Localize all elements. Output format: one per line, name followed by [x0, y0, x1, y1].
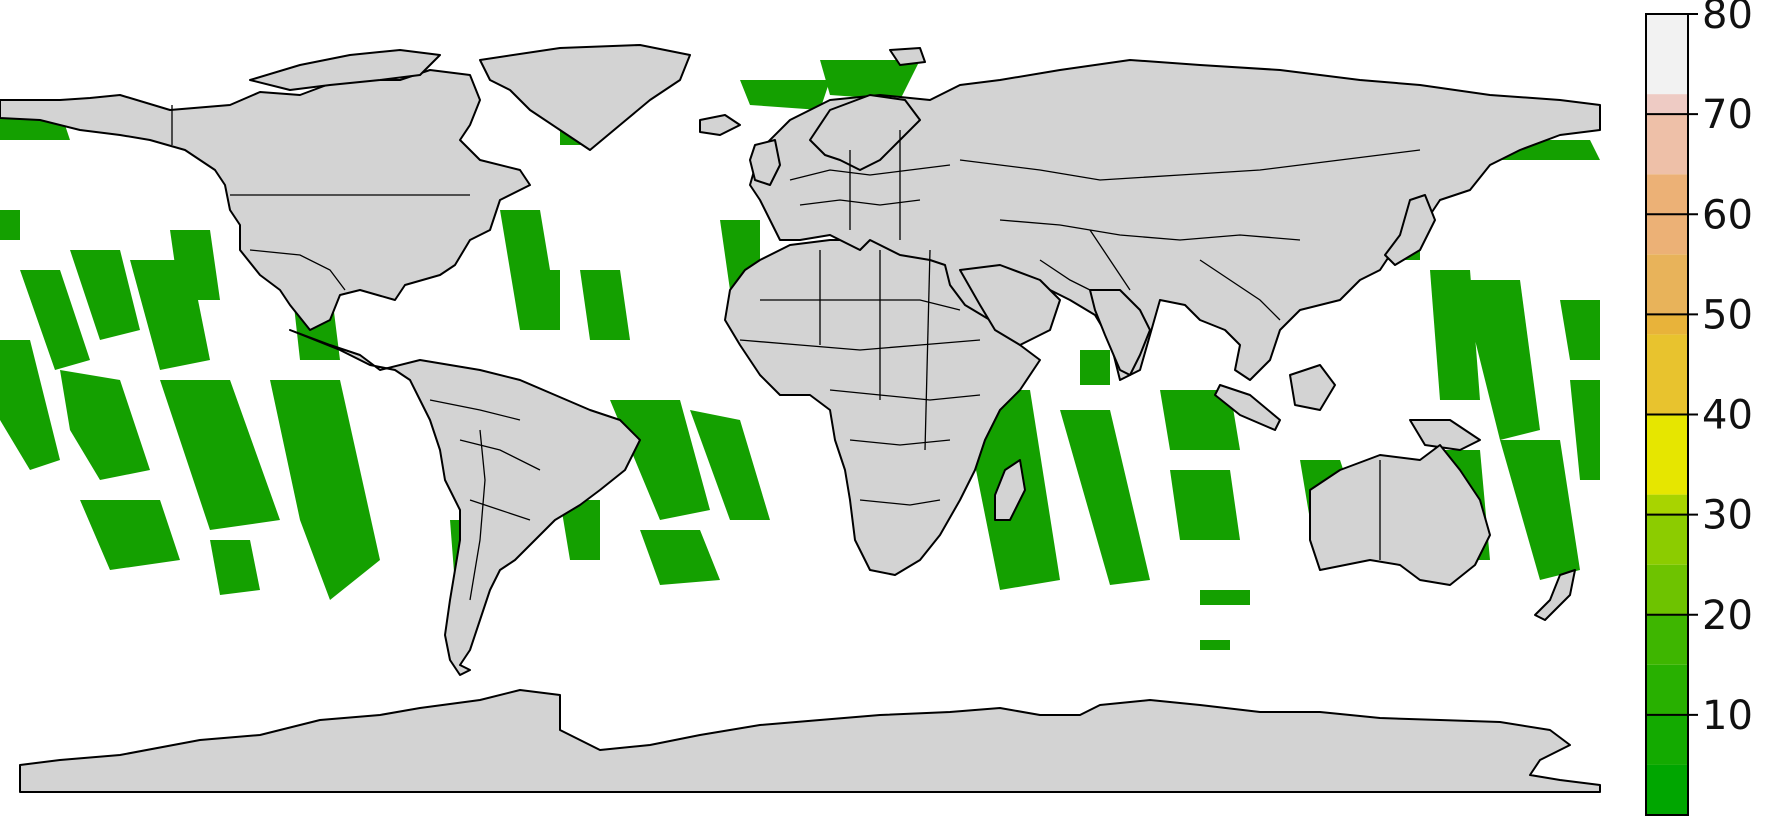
colorbar-bin — [1646, 764, 1688, 815]
landmass-south-america — [289, 329, 641, 676]
border-africa-3 — [829, 389, 981, 401]
landmass-new-guinea — [1409, 419, 1481, 451]
colorbar-tick-label: 70 — [1702, 92, 1753, 138]
data-swath — [1170, 470, 1240, 540]
data-swath — [1200, 640, 1230, 650]
colorbar-bin — [1646, 494, 1688, 515]
data-swath — [1570, 380, 1600, 480]
border-south-america-1 — [429, 399, 521, 421]
border-asia-3 — [1089, 229, 1131, 291]
data-swath — [80, 500, 180, 570]
colorbar-tick-label: 50 — [1702, 292, 1753, 338]
colorbar-tick-label: 60 — [1702, 192, 1753, 238]
border-africa-2 — [739, 339, 981, 351]
data-swath — [1060, 410, 1150, 585]
landmass-north-america — [0, 69, 531, 331]
data-swath — [0, 340, 60, 470]
border-africa-8 — [924, 249, 931, 451]
data-swath — [1500, 440, 1580, 580]
land-masses — [0, 44, 1601, 793]
border-africa-5 — [859, 499, 941, 506]
border-asia-5 — [1039, 259, 1091, 291]
border-africa-1 — [760, 299, 961, 311]
data-swath — [690, 410, 770, 520]
data-swath — [740, 80, 830, 110]
landmass-arabia — [959, 264, 1061, 346]
data-swath — [20, 270, 90, 370]
landmass-sumatra — [1214, 384, 1281, 431]
landmass-borneo — [1289, 364, 1336, 411]
colorbar-bin — [1646, 314, 1688, 335]
colorbar-bin — [1646, 414, 1688, 495]
colorbar-tick-label: 40 — [1702, 393, 1753, 439]
colorbar-bin — [1646, 94, 1688, 115]
data-swath — [1080, 350, 1110, 385]
data-swath — [580, 270, 630, 340]
colorbar-bin — [1646, 254, 1688, 315]
data-swath — [210, 540, 260, 595]
colorbar-tick-label: 20 — [1702, 593, 1753, 639]
border-europe-1 — [789, 164, 951, 181]
landmass-british-isles — [749, 139, 781, 186]
data-swath — [70, 250, 140, 340]
border-south-america-2 — [459, 439, 541, 471]
colorbar-tick-label: 80 — [1702, 0, 1753, 38]
landmass-iceland — [699, 114, 741, 136]
data-swath — [820, 60, 920, 100]
country-borders — [171, 105, 1421, 601]
colorbar-bin — [1646, 714, 1688, 765]
border-asia-4 — [1199, 259, 1281, 321]
data-swath — [170, 230, 220, 300]
colorbar: 10 20 30 40 50 60 70 80 — [1645, 0, 1753, 816]
data-swath — [1200, 590, 1250, 605]
landmass-antarctica — [19, 689, 1601, 793]
data-swath — [1460, 280, 1540, 440]
colorbar-bin — [1646, 564, 1688, 615]
border-asia-1 — [959, 149, 1421, 181]
data-swath — [640, 530, 720, 585]
landmass-arctic-islands — [249, 49, 441, 91]
data-swath — [0, 210, 20, 240]
border-africa-4 — [849, 439, 951, 446]
landmass-greenland — [479, 44, 691, 151]
colorbar-ticks: 10 20 30 40 50 60 70 80 — [1646, 0, 1753, 739]
landmass-svalbard — [889, 47, 926, 66]
data-swath — [560, 500, 600, 560]
colorbar-bins — [1646, 14, 1688, 815]
colorbar-bin — [1646, 614, 1688, 665]
data-swath — [270, 380, 380, 600]
landmass-new-zealand — [1534, 569, 1576, 621]
colorbar-bin — [1646, 14, 1688, 95]
landmass-japan — [1384, 194, 1436, 266]
colorbar-bin — [1646, 514, 1688, 565]
colorbar-bin — [1646, 664, 1688, 715]
colorbar-tick-label: 30 — [1702, 493, 1753, 539]
data-swath — [610, 400, 710, 520]
colorbar-bin — [1646, 334, 1688, 415]
data-swath — [1160, 390, 1240, 450]
border-south-america-3 — [469, 499, 531, 521]
colorbar-tick-label: 10 — [1702, 693, 1753, 739]
border-south-america-4 — [469, 429, 486, 601]
landmass-australia — [1309, 444, 1491, 586]
landmass-madagascar — [994, 459, 1026, 521]
border-asia-2 — [999, 219, 1301, 241]
landmass-india — [1089, 289, 1151, 376]
data-swath — [1560, 300, 1600, 360]
data-swath — [160, 380, 280, 530]
border-us-mexico — [249, 249, 346, 291]
data-swath — [520, 270, 560, 330]
data-swath — [60, 370, 150, 480]
colorbar-bin — [1646, 114, 1688, 175]
